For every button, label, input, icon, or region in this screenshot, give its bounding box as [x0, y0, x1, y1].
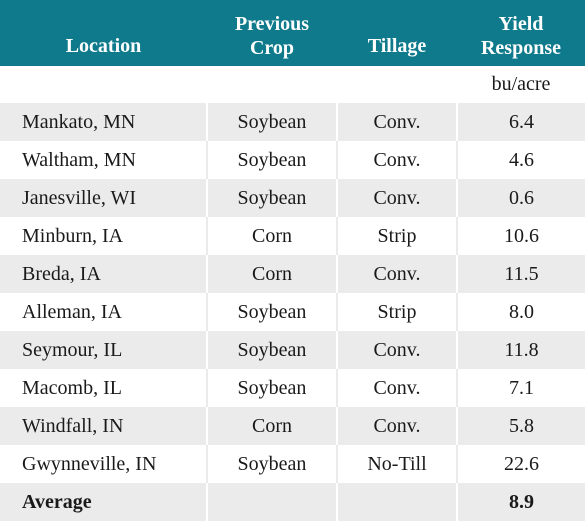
table-row: Janesville, WI Soybean Conv. 0.6 — [0, 179, 585, 217]
cell-tillage: Conv. — [337, 141, 458, 179]
cell-location: Janesville, WI — [0, 179, 208, 217]
cell-yield-response: 5.8 — [457, 407, 585, 445]
header-previous-crop: Previous Crop — [207, 0, 337, 66]
cell-previous-crop: Soybean — [207, 331, 338, 369]
table-row: Breda, IA Corn Conv. 11.5 — [0, 255, 585, 293]
cell-location: Alleman, IA — [0, 293, 208, 331]
cell-location: Minburn, IA — [0, 217, 208, 255]
unit-label: bu/acre — [457, 66, 585, 103]
cell-location: Mankato, MN — [0, 103, 208, 141]
table-row: Seymour, IL Soybean Conv. 11.8 — [0, 331, 585, 369]
header-yield-response-line1: Yield — [498, 13, 544, 35]
header-previous-crop-line1: Previous — [234, 13, 310, 35]
unit-empty — [0, 66, 207, 103]
unit-empty — [207, 66, 337, 103]
cell-tillage: Conv. — [337, 369, 458, 407]
cell-tillage: Strip — [337, 217, 458, 255]
cell-average-empty — [337, 483, 458, 521]
cell-previous-crop: Soybean — [207, 445, 338, 483]
cell-previous-crop: Soybean — [207, 369, 338, 407]
cell-previous-crop: Corn — [207, 255, 338, 293]
cell-tillage: Conv. — [337, 179, 458, 217]
cell-average-value: 8.9 — [457, 483, 585, 521]
cell-average-empty — [207, 483, 338, 521]
cell-location: Windfall, IN — [0, 407, 208, 445]
cell-average-label: Average — [0, 483, 208, 521]
cell-yield-response: 0.6 — [457, 179, 585, 217]
cell-tillage: Conv. — [337, 407, 458, 445]
cell-tillage: Conv. — [337, 103, 458, 141]
header-tillage-line1: Tillage — [367, 35, 427, 57]
cell-yield-response: 6.4 — [457, 103, 585, 141]
cell-previous-crop: Soybean — [207, 103, 338, 141]
cell-yield-response: 10.6 — [457, 217, 585, 255]
header-yield-response: Yield Response — [457, 0, 585, 66]
cell-previous-crop: Corn — [207, 217, 338, 255]
cell-yield-response: 7.1 — [457, 369, 585, 407]
cell-yield-response: 11.5 — [457, 255, 585, 293]
table-row: Windfall, IN Corn Conv. 5.8 — [0, 407, 585, 445]
table-row: Minburn, IA Corn Strip 10.6 — [0, 217, 585, 255]
cell-location: Waltham, MN — [0, 141, 208, 179]
table-row: Alleman, IA Soybean Strip 8.0 — [0, 293, 585, 331]
cell-location: Breda, IA — [0, 255, 208, 293]
unit-row: bu/acre — [0, 66, 585, 103]
table-row: Gwynneville, IN Soybean No-Till 22.6 — [0, 445, 585, 483]
cell-location: Macomb, IL — [0, 369, 208, 407]
table-row: Mankato, MN Soybean Conv. 6.4 — [0, 103, 585, 141]
table-row: Waltham, MN Soybean Conv. 4.6 — [0, 141, 585, 179]
cell-tillage: No-Till — [337, 445, 458, 483]
cell-yield-response: 8.0 — [457, 293, 585, 331]
header-location: Location — [0, 0, 207, 66]
cell-previous-crop: Soybean — [207, 179, 338, 217]
cell-location: Gwynneville, IN — [0, 445, 208, 483]
cell-tillage: Conv. — [337, 255, 458, 293]
cell-yield-response: 11.8 — [457, 331, 585, 369]
cell-location: Seymour, IL — [0, 331, 208, 369]
cell-previous-crop: Soybean — [207, 141, 338, 179]
cell-previous-crop: Corn — [207, 407, 338, 445]
cell-yield-response: 22.6 — [457, 445, 585, 483]
cell-tillage: Conv. — [337, 331, 458, 369]
header-tillage: Tillage — [337, 0, 457, 66]
cell-previous-crop: Soybean — [207, 293, 338, 331]
header-row: Location Previous Crop Tillage Yield Res… — [0, 0, 585, 66]
cell-tillage: Strip — [337, 293, 458, 331]
header-yield-response-line2: Response — [480, 37, 561, 59]
table-row: Macomb, IL Soybean Conv. 7.1 — [0, 369, 585, 407]
unit-empty — [337, 66, 457, 103]
average-row: Average 8.9 — [0, 483, 585, 521]
header-location-line1: Location — [65, 35, 142, 57]
header-previous-crop-line2: Crop — [249, 37, 295, 59]
cell-yield-response: 4.6 — [457, 141, 585, 179]
